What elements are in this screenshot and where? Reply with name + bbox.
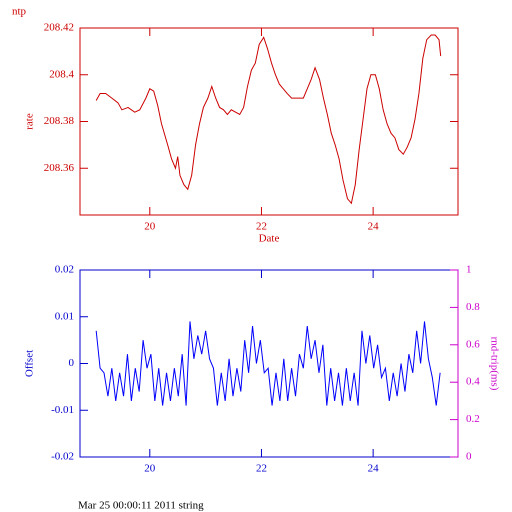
chart-title: ntp xyxy=(12,6,27,18)
y-tick-label: 208.42 xyxy=(44,22,74,34)
y-tick-label: 0 xyxy=(69,357,75,369)
y2-tick-label: 0.2 xyxy=(466,413,480,425)
y2-tick-label: 0 xyxy=(466,451,472,463)
y-tick-label: 208.38 xyxy=(44,115,75,127)
y-tick-label: -0.01 xyxy=(51,404,74,416)
data-line xyxy=(95,34,442,205)
y-tick-label: 208.36 xyxy=(44,162,75,174)
y-axis-label: rate xyxy=(24,113,36,130)
y-tick-label: 0.02 xyxy=(55,264,74,276)
y-tick-label: -0.02 xyxy=(51,451,74,463)
y2-tick-label: 0.8 xyxy=(466,301,480,313)
y2-tick-label: 0.4 xyxy=(466,376,480,388)
x-tick-label: 20 xyxy=(144,221,156,233)
footer: Mar 25 00:00:11 2011 string xyxy=(78,500,204,512)
plot-frame xyxy=(79,27,459,216)
x-axis-label: Date xyxy=(259,233,280,245)
x-tick-label: 24 xyxy=(368,463,380,475)
y-tick-label: 208.4 xyxy=(49,68,74,80)
data-line xyxy=(95,321,441,406)
y-tick-label: 0.01 xyxy=(55,310,74,322)
y2-tick-label: 0.6 xyxy=(466,338,480,350)
x-tick-label: 22 xyxy=(256,463,267,475)
y2-tick-label: 1 xyxy=(466,264,472,276)
x-tick-label: 22 xyxy=(256,221,267,233)
x-tick-label: 20 xyxy=(144,463,156,475)
x-tick-label: 24 xyxy=(368,221,380,233)
y2-axis-label: rnd-trip(ms) xyxy=(488,337,500,391)
y-axis-label: Offset xyxy=(24,350,36,377)
